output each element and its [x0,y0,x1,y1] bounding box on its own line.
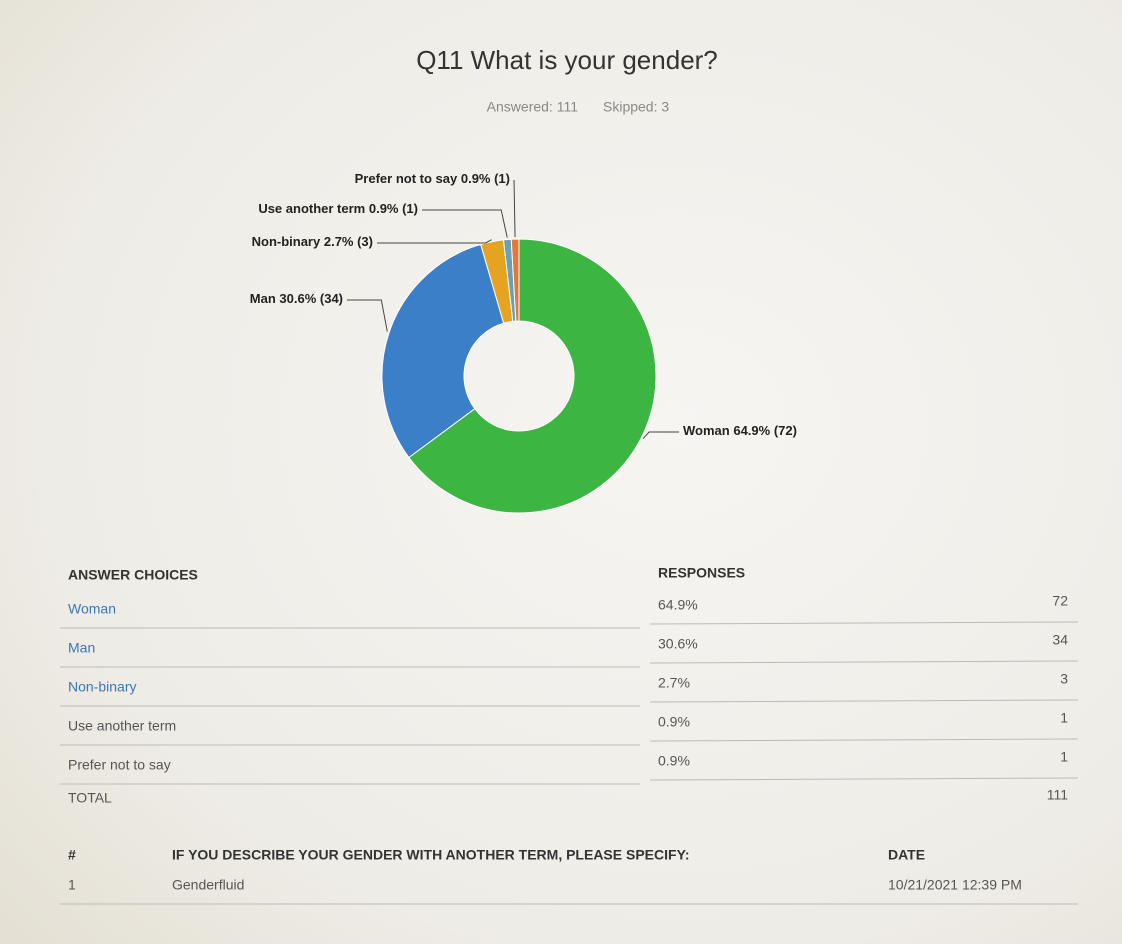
response-count: 1 [1060,710,1068,726]
response-percent: 0.9% [658,714,690,730]
answer-choice: Man [68,640,95,656]
table-header: RESPONSES [658,565,745,581]
response-count: 1 [1060,749,1068,765]
table-cell: Genderfluid [172,877,244,893]
total-label: TOTAL [68,790,112,806]
slice-label: Non-binary 2.7% (3) [252,234,373,249]
slice-value-label: 30.6% (34) [279,291,343,306]
slice-label: Woman 64.9% (72) [683,423,797,438]
table-cell: 1 [68,877,76,893]
response-percent: 64.9% [658,597,698,613]
total-value: 111 [1047,787,1068,803]
response-count: 3 [1060,671,1068,687]
chart-title: Q11 What is your gender? [416,45,718,75]
slice-label: Prefer not to say 0.9% (1) [355,171,510,186]
page: Q11 What is your gender? Answered: 111 S… [0,0,1122,944]
answer-choice: Use another term [68,718,176,734]
slice-label: Use another term 0.9% (1) [258,201,418,216]
answer-choice: Non-binary [68,679,136,695]
response-percent: 2.7% [658,675,690,691]
response-count: 72 [1052,593,1068,609]
slice-value-label: 64.9% (72) [733,423,797,438]
response-percent: 30.6% [658,636,698,652]
slice-category: Woman [683,423,730,438]
response-percent: 0.9% [658,753,690,769]
slice-value-label: 0.9% (1) [369,201,418,216]
slice-label: Man 30.6% (34) [250,291,343,306]
answer-choice: Prefer not to say [68,757,171,773]
slice-category: Prefer not to say [355,171,458,186]
answer-choice: Woman [68,601,116,617]
slice-category: Non-binary [252,234,321,249]
answered: Answered: 111 [487,99,579,115]
slice-value-label: 2.7% (3) [324,234,373,249]
response-count: 34 [1052,632,1068,648]
skipped: Skipped: 3 [603,99,669,115]
table-header: DATE [888,847,925,863]
slice-category: Use another term [258,201,365,216]
table-cell: 10/21/2021 12:39 PM [888,877,1022,893]
table-header: # [68,847,76,863]
slice-category: Man [250,291,276,306]
table-header: IF YOU DESCRIBE YOUR GENDER WITH ANOTHER… [172,847,690,863]
table-header: ANSWER CHOICES [68,567,198,583]
slice-value-label: 0.9% (1) [461,171,510,186]
